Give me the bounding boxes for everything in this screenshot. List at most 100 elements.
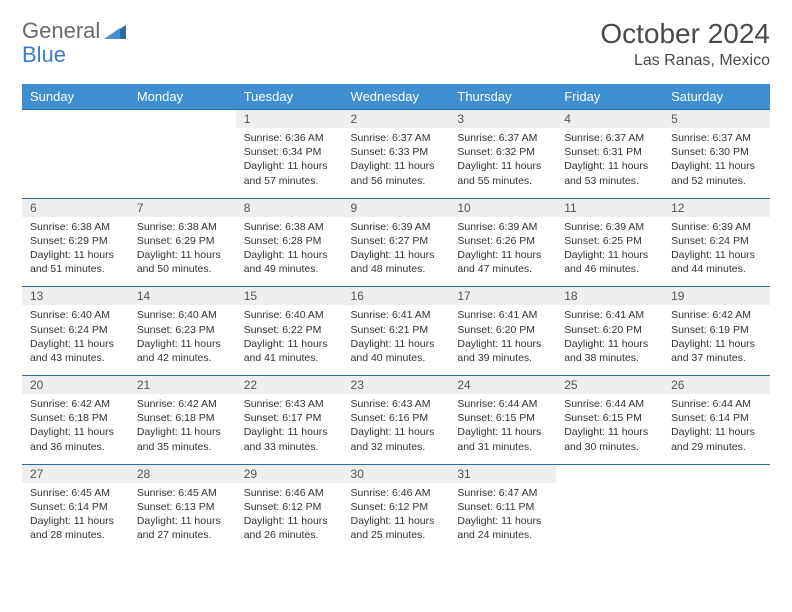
daylight-text: Daylight: 11 hours and 42 minutes. (137, 337, 228, 365)
calendar-table: Sunday Monday Tuesday Wednesday Thursday… (22, 84, 770, 553)
sunrise-text: Sunrise: 6:39 AM (564, 220, 655, 234)
day-detail-cell: Sunrise: 6:41 AMSunset: 6:21 PMDaylight:… (343, 305, 450, 375)
day-number-cell: 29 (236, 464, 343, 483)
day-number-cell: 10 (449, 198, 556, 217)
weekday-wednesday: Wednesday (343, 84, 450, 110)
sunset-text: Sunset: 6:18 PM (137, 411, 228, 425)
daynum-row: 6789101112 (22, 198, 770, 217)
day-detail-cell: Sunrise: 6:42 AMSunset: 6:19 PMDaylight:… (663, 305, 770, 375)
day-detail-cell: Sunrise: 6:38 AMSunset: 6:29 PMDaylight:… (22, 217, 129, 287)
day-detail-cell: Sunrise: 6:42 AMSunset: 6:18 PMDaylight:… (129, 394, 236, 464)
sunrise-text: Sunrise: 6:43 AM (351, 397, 442, 411)
sunset-text: Sunset: 6:24 PM (30, 323, 121, 337)
location: Las Ranas, Mexico (600, 52, 770, 70)
day-detail-cell: Sunrise: 6:40 AMSunset: 6:24 PMDaylight:… (22, 305, 129, 375)
daylight-text: Daylight: 11 hours and 36 minutes. (30, 425, 121, 453)
sunrise-text: Sunrise: 6:38 AM (30, 220, 121, 234)
day-number-cell: 11 (556, 198, 663, 217)
day-detail-cell: Sunrise: 6:44 AMSunset: 6:15 PMDaylight:… (556, 394, 663, 464)
sunrise-text: Sunrise: 6:44 AM (671, 397, 762, 411)
sunrise-text: Sunrise: 6:42 AM (137, 397, 228, 411)
sunrise-text: Sunrise: 6:43 AM (244, 397, 335, 411)
daylight-text: Daylight: 11 hours and 29 minutes. (671, 425, 762, 453)
day-detail-cell: Sunrise: 6:37 AMSunset: 6:32 PMDaylight:… (449, 128, 556, 198)
logo-text-1: General (22, 18, 100, 44)
day-detail-cell: Sunrise: 6:39 AMSunset: 6:24 PMDaylight:… (663, 217, 770, 287)
daylight-text: Daylight: 11 hours and 40 minutes. (351, 337, 442, 365)
sunrise-text: Sunrise: 6:40 AM (137, 308, 228, 322)
sunset-text: Sunset: 6:12 PM (351, 500, 442, 514)
day-detail-cell: Sunrise: 6:36 AMSunset: 6:34 PMDaylight:… (236, 128, 343, 198)
sunset-text: Sunset: 6:26 PM (457, 234, 548, 248)
sunset-text: Sunset: 6:20 PM (564, 323, 655, 337)
sunrise-text: Sunrise: 6:42 AM (30, 397, 121, 411)
day-detail-cell: Sunrise: 6:42 AMSunset: 6:18 PMDaylight:… (22, 394, 129, 464)
sunrise-text: Sunrise: 6:42 AM (671, 308, 762, 322)
sunrise-text: Sunrise: 6:38 AM (137, 220, 228, 234)
daylight-text: Daylight: 11 hours and 47 minutes. (457, 248, 548, 276)
detail-row: Sunrise: 6:40 AM Sunset: 6:24 PM Daylight:… (22, 305, 770, 375)
daylight-text: Daylight: 11 hours and 56 minutes. (351, 159, 442, 187)
day-detail-cell: Sunrise: 6:43 AMSunset: 6:17 PMDaylight:… (236, 394, 343, 464)
sunset-text: Sunset: 6:13 PM (137, 500, 228, 514)
day-detail-cell: Sunrise: 6:37 AMSunset: 6:33 PMDaylight:… (343, 128, 450, 198)
sunset-text: Sunset: 6:21 PM (351, 323, 442, 337)
day-number-cell: 9 (343, 198, 450, 217)
page-header: General October 2024 Las Ranas, Mexico (22, 18, 770, 70)
sunrise-text: Sunrise: 6:44 AM (457, 397, 548, 411)
day-detail-cell: Sunrise: 6:46 AMSunset: 6:12 PMDaylight:… (343, 483, 450, 553)
day-number-cell: 8 (236, 198, 343, 217)
day-number-cell: 7 (129, 198, 236, 217)
day-number-cell: 24 (449, 376, 556, 395)
day-number-cell (22, 110, 129, 129)
sunset-text: Sunset: 6:27 PM (351, 234, 442, 248)
day-number-cell: 26 (663, 376, 770, 395)
sunset-text: Sunset: 6:20 PM (457, 323, 548, 337)
sunset-text: Sunset: 6:17 PM (244, 411, 335, 425)
day-detail-cell: Sunrise: 6:40 AMSunset: 6:22 PMDaylight:… (236, 305, 343, 375)
sunset-text: Sunset: 6:19 PM (671, 323, 762, 337)
sunset-text: Sunset: 6:30 PM (671, 145, 762, 159)
day-detail-cell: Sunrise: 6:44 AMSunset: 6:14 PMDaylight:… (663, 394, 770, 464)
day-number-cell: 2 (343, 110, 450, 129)
day-number-cell: 25 (556, 376, 663, 395)
sunset-text: Sunset: 6:16 PM (351, 411, 442, 425)
sunrise-text: Sunrise: 6:44 AM (564, 397, 655, 411)
day-number-cell: 1 (236, 110, 343, 129)
daylight-text: Daylight: 11 hours and 27 minutes. (137, 514, 228, 542)
detail-row: Sunrise: 6:36 AMSunset: 6:34 PMDaylight:… (22, 128, 770, 198)
daylight-text: Daylight: 11 hours and 32 minutes. (351, 425, 442, 453)
weekday-saturday: Saturday (663, 84, 770, 110)
sunset-text: Sunset: 6:12 PM (244, 500, 335, 514)
day-number-cell: 4 (556, 110, 663, 129)
logo: General (22, 18, 128, 44)
sunset-text: Sunset: 6:18 PM (30, 411, 121, 425)
sunset-text: Sunset: 6:23 PM (137, 323, 228, 337)
daylight-text: Daylight: 11 hours and 39 minutes. (457, 337, 548, 365)
sunrise-text: Sunrise: 6:46 AM (351, 486, 442, 500)
sunrise-text: Sunrise: 6:46 AM (244, 486, 335, 500)
day-detail-cell: Sunrise: 6:40 AMSunset: 6:23 PMDaylight:… (129, 305, 236, 375)
daynum-row: 13141516171819 (22, 287, 770, 306)
day-number-cell: 16 (343, 287, 450, 306)
sunset-text: Sunset: 6:25 PM (564, 234, 655, 248)
sunset-text: Sunset: 6:33 PM (351, 145, 442, 159)
daynum-row: 20212223242526 (22, 376, 770, 395)
daynum-row: 12345 (22, 110, 770, 129)
sunset-text: Sunset: 6:28 PM (244, 234, 335, 248)
day-number-cell: 3 (449, 110, 556, 129)
daylight-text: Daylight: 11 hours and 53 minutes. (564, 159, 655, 187)
day-number-cell: 21 (129, 376, 236, 395)
day-detail-cell: Sunrise: 6:38 AMSunset: 6:29 PMDaylight:… (129, 217, 236, 287)
sunset-text: Sunset: 6:15 PM (564, 411, 655, 425)
weekday-friday: Friday (556, 84, 663, 110)
day-number-cell: 6 (22, 198, 129, 217)
daylight-text: Daylight: 11 hours and 41 minutes. (244, 337, 335, 365)
detail-row: Sunrise: 6:42 AMSunset: 6:18 PMDaylight:… (22, 394, 770, 464)
day-detail-cell: Sunrise: 6:39 AMSunset: 6:25 PMDaylight:… (556, 217, 663, 287)
day-detail-cell: Sunrise: 6:37 AMSunset: 6:31 PMDaylight:… (556, 128, 663, 198)
day-number-cell: 18 (556, 287, 663, 306)
weekday-tuesday: Tuesday (236, 84, 343, 110)
sunrise-text: Sunrise: 6:39 AM (671, 220, 762, 234)
weekday-monday: Monday (129, 84, 236, 110)
